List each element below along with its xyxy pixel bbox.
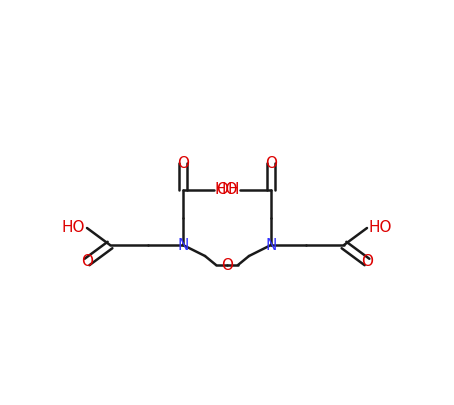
Text: O: O — [177, 156, 189, 171]
Text: N: N — [265, 237, 276, 252]
Text: HO: HO — [61, 220, 85, 235]
Text: O: O — [221, 258, 233, 273]
Text: OH: OH — [216, 183, 240, 198]
Text: HO: HO — [369, 220, 393, 235]
Text: O: O — [265, 156, 277, 171]
Text: O: O — [361, 254, 373, 269]
Text: N: N — [178, 237, 189, 252]
Text: O: O — [81, 254, 93, 269]
Text: HO: HO — [214, 183, 238, 198]
